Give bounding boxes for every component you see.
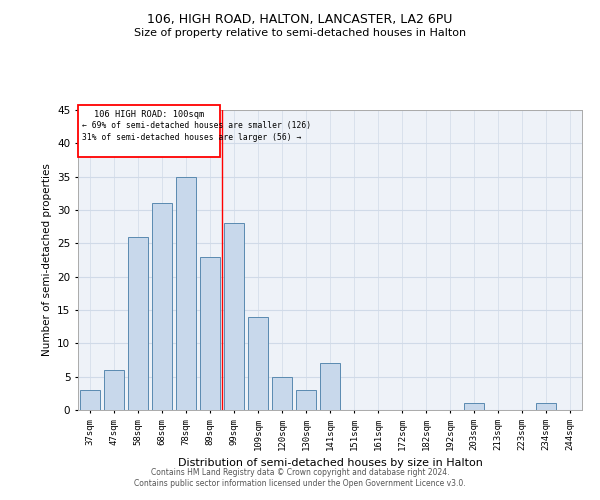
Text: ← 69% of semi-detached houses are smaller (126): ← 69% of semi-detached houses are smalle…	[82, 122, 311, 130]
Bar	[296, 390, 316, 410]
Bar	[80, 390, 100, 410]
Bar	[224, 224, 244, 410]
Text: Contains HM Land Registry data © Crown copyright and database right 2024.
Contai: Contains HM Land Registry data © Crown c…	[134, 468, 466, 487]
Text: 106 HIGH ROAD: 100sqm: 106 HIGH ROAD: 100sqm	[94, 110, 204, 119]
Bar	[272, 376, 292, 410]
Bar	[464, 404, 484, 410]
Text: 31% of semi-detached houses are larger (56) →: 31% of semi-detached houses are larger (…	[82, 134, 301, 142]
Bar	[152, 204, 172, 410]
FancyBboxPatch shape	[78, 104, 220, 156]
X-axis label: Distribution of semi-detached houses by size in Halton: Distribution of semi-detached houses by …	[178, 458, 482, 468]
Bar	[248, 316, 268, 410]
Text: 106, HIGH ROAD, HALTON, LANCASTER, LA2 6PU: 106, HIGH ROAD, HALTON, LANCASTER, LA2 6…	[148, 12, 452, 26]
Bar	[128, 236, 148, 410]
Bar	[320, 364, 340, 410]
Text: Size of property relative to semi-detached houses in Halton: Size of property relative to semi-detach…	[134, 28, 466, 38]
Y-axis label: Number of semi-detached properties: Number of semi-detached properties	[41, 164, 52, 356]
Bar	[200, 256, 220, 410]
Bar	[536, 404, 556, 410]
Bar	[104, 370, 124, 410]
Bar	[176, 176, 196, 410]
